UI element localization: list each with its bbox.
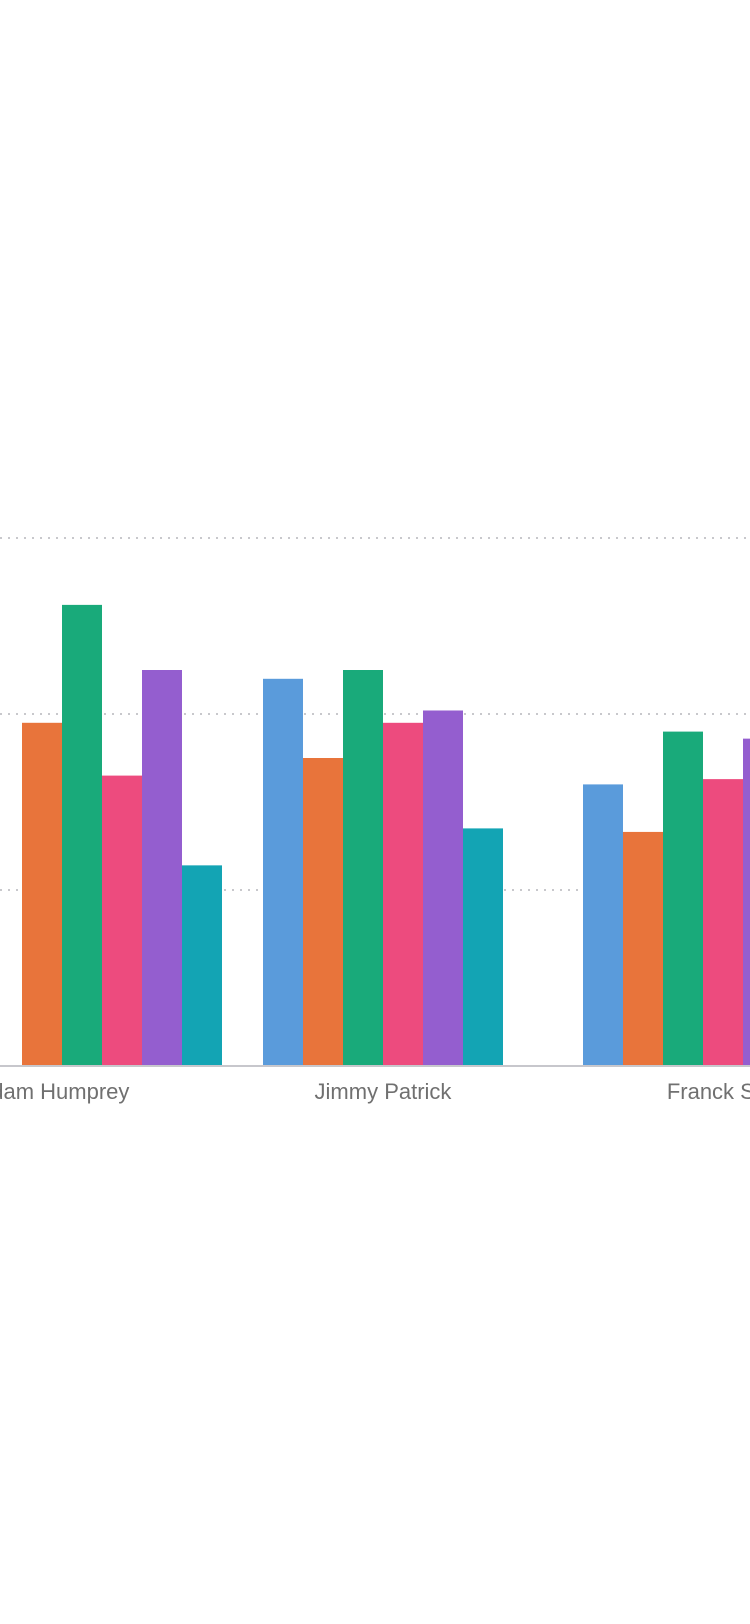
bar (663, 731, 703, 1066)
bar (383, 722, 423, 1066)
x-tick-label: Franck Syr (667, 1079, 750, 1104)
bar (102, 775, 142, 1066)
bar (62, 604, 102, 1066)
bar (343, 670, 383, 1066)
bar (423, 710, 463, 1066)
x-axis-labels: Adam Humprey Jimmy Patrick Franck Syr (0, 1079, 750, 1104)
bar (182, 865, 222, 1066)
bars (22, 604, 750, 1066)
bar (303, 758, 343, 1066)
bar (142, 670, 182, 1066)
bar (22, 722, 62, 1066)
bar (743, 738, 750, 1066)
bar (583, 784, 623, 1066)
x-tick-label: Adam Humprey (0, 1079, 129, 1104)
bar (463, 828, 503, 1066)
bar (623, 831, 663, 1066)
x-tick-label: Jimmy Patrick (315, 1079, 453, 1104)
bar (263, 678, 303, 1066)
bar (703, 779, 743, 1066)
